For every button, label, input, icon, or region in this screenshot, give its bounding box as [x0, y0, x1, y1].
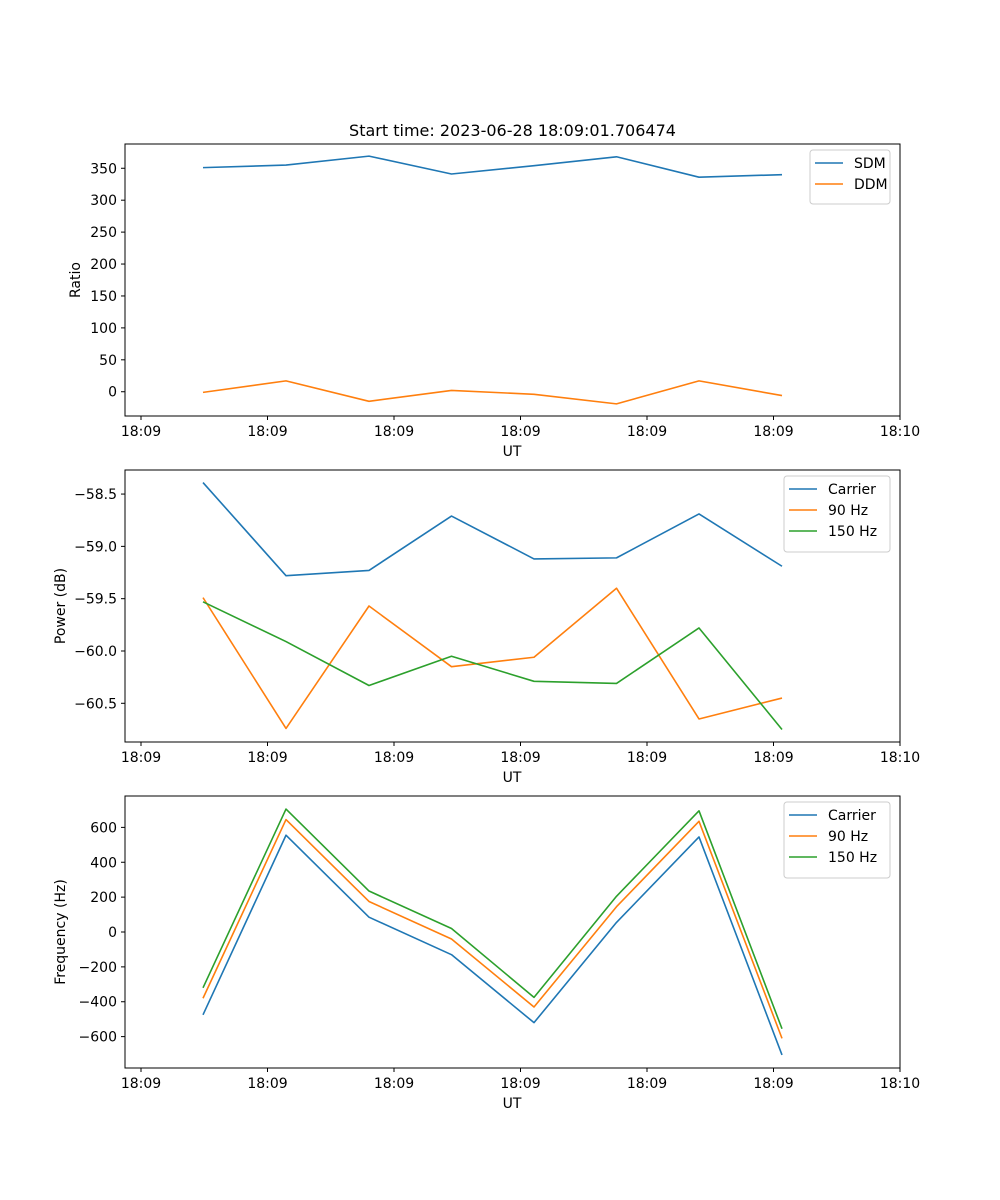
x-tick-label: 18:09: [374, 424, 414, 440]
y-tick-label: 250: [90, 225, 117, 241]
series-line-ddm: [202, 380, 783, 405]
y-tick-label: −60.0: [74, 644, 117, 660]
legend-label: 90 Hz: [828, 503, 868, 519]
legend-label: 150 Hz: [828, 524, 877, 540]
x-tick-label: 18:09: [500, 424, 540, 440]
y-axis-label: Power (dB): [53, 568, 69, 644]
legend: Carrier 90 Hz 150 Hz: [783, 801, 891, 879]
y-tick-label: −600: [79, 1030, 117, 1046]
series-line-carrier: [202, 834, 783, 1056]
y-tick-label: −59.0: [74, 539, 117, 555]
legend: SDM DDM: [809, 149, 891, 205]
y-tick-label: 350: [90, 161, 117, 177]
x-axis-label: UT: [503, 770, 522, 786]
x-tick-label: 18:09: [500, 750, 540, 766]
x-tick-label: 18:09: [753, 1076, 793, 1092]
y-tick-label: 200: [90, 257, 117, 273]
plot-frame: [124, 143, 901, 417]
legend-label: 90 Hz: [828, 829, 868, 845]
x-tick-label: 18:10: [880, 1076, 920, 1092]
x-tick-label: 18:10: [880, 750, 920, 766]
series-line-90-hz: [202, 587, 783, 730]
legend-label: DDM: [854, 177, 888, 193]
x-tick-label: 18:10: [880, 424, 920, 440]
legend-label: 150 Hz: [828, 850, 877, 866]
legend-box: [783, 475, 891, 553]
x-axis-label: UT: [503, 444, 522, 460]
legend-box: [783, 801, 891, 879]
y-tick-label: 150: [90, 289, 117, 305]
y-tick-label: 400: [90, 855, 117, 871]
x-tick-label: 18:09: [247, 750, 287, 766]
chart-panel-3: 18:09 18:09 18:09 18:09 18:09 18:09 18:10 −600 −…: [53, 795, 920, 1112]
y-tick-label: −58.5: [74, 487, 117, 503]
y-tick-label: −200: [79, 960, 117, 976]
legend-label: SDM: [854, 156, 886, 172]
series-line-carrier: [202, 482, 783, 577]
legend: Carrier 90 Hz 150 Hz: [783, 475, 891, 553]
y-tick-label: −60.5: [74, 696, 117, 712]
y-tick-label: 300: [90, 193, 117, 209]
series-line-150-hz: [202, 601, 783, 730]
y-tick-label: 100: [90, 321, 117, 337]
x-tick-label: 18:09: [247, 424, 287, 440]
y-tick-label: −59.5: [74, 592, 117, 608]
y-axis-label: Ratio: [68, 262, 84, 298]
x-axis-label: UT: [503, 1096, 522, 1112]
x-tick-label: 18:09: [753, 750, 793, 766]
y-tick-label: 50: [99, 353, 117, 369]
chart-panel-2: 18:09 18:09 18:09 18:09 18:09 18:09 18:10 −60.5…: [53, 469, 920, 786]
legend-label: Carrier: [828, 482, 876, 498]
x-tick-label: 18:09: [500, 1076, 540, 1092]
y-tick-label: 0: [108, 385, 117, 401]
y-axis-label: Frequency (Hz): [53, 879, 69, 985]
x-tick-label: 18:09: [374, 1076, 414, 1092]
y-tick-label: 600: [90, 820, 117, 836]
chart-title: Start time: 2023-06-28 18:09:01.706474: [349, 121, 676, 140]
x-tick-label: 18:09: [627, 1076, 667, 1092]
x-tick-label: 18:09: [627, 750, 667, 766]
plot-frame: [124, 469, 901, 743]
series-line-150-hz: [202, 808, 783, 1030]
y-tick-label: −400: [79, 995, 117, 1011]
y-tick-label: 200: [90, 890, 117, 906]
x-tick-label: 18:09: [627, 424, 667, 440]
x-tick-label: 18:09: [753, 424, 793, 440]
x-tick-label: 18:09: [247, 1076, 287, 1092]
y-tick-label: 0: [108, 925, 117, 941]
x-tick-label: 18:09: [121, 750, 161, 766]
legend-label: Carrier: [828, 808, 876, 824]
series-line-90-hz: [202, 818, 783, 1039]
x-tick-label: 18:09: [374, 750, 414, 766]
series-line-sdm: [202, 155, 783, 178]
x-tick-label: 18:09: [121, 424, 161, 440]
chart-panel-1: 18:09 18:09 18:09 18:09 18:09 18:09 18:10 0 50 10…: [68, 143, 920, 460]
x-tick-label: 18:09: [121, 1076, 161, 1092]
